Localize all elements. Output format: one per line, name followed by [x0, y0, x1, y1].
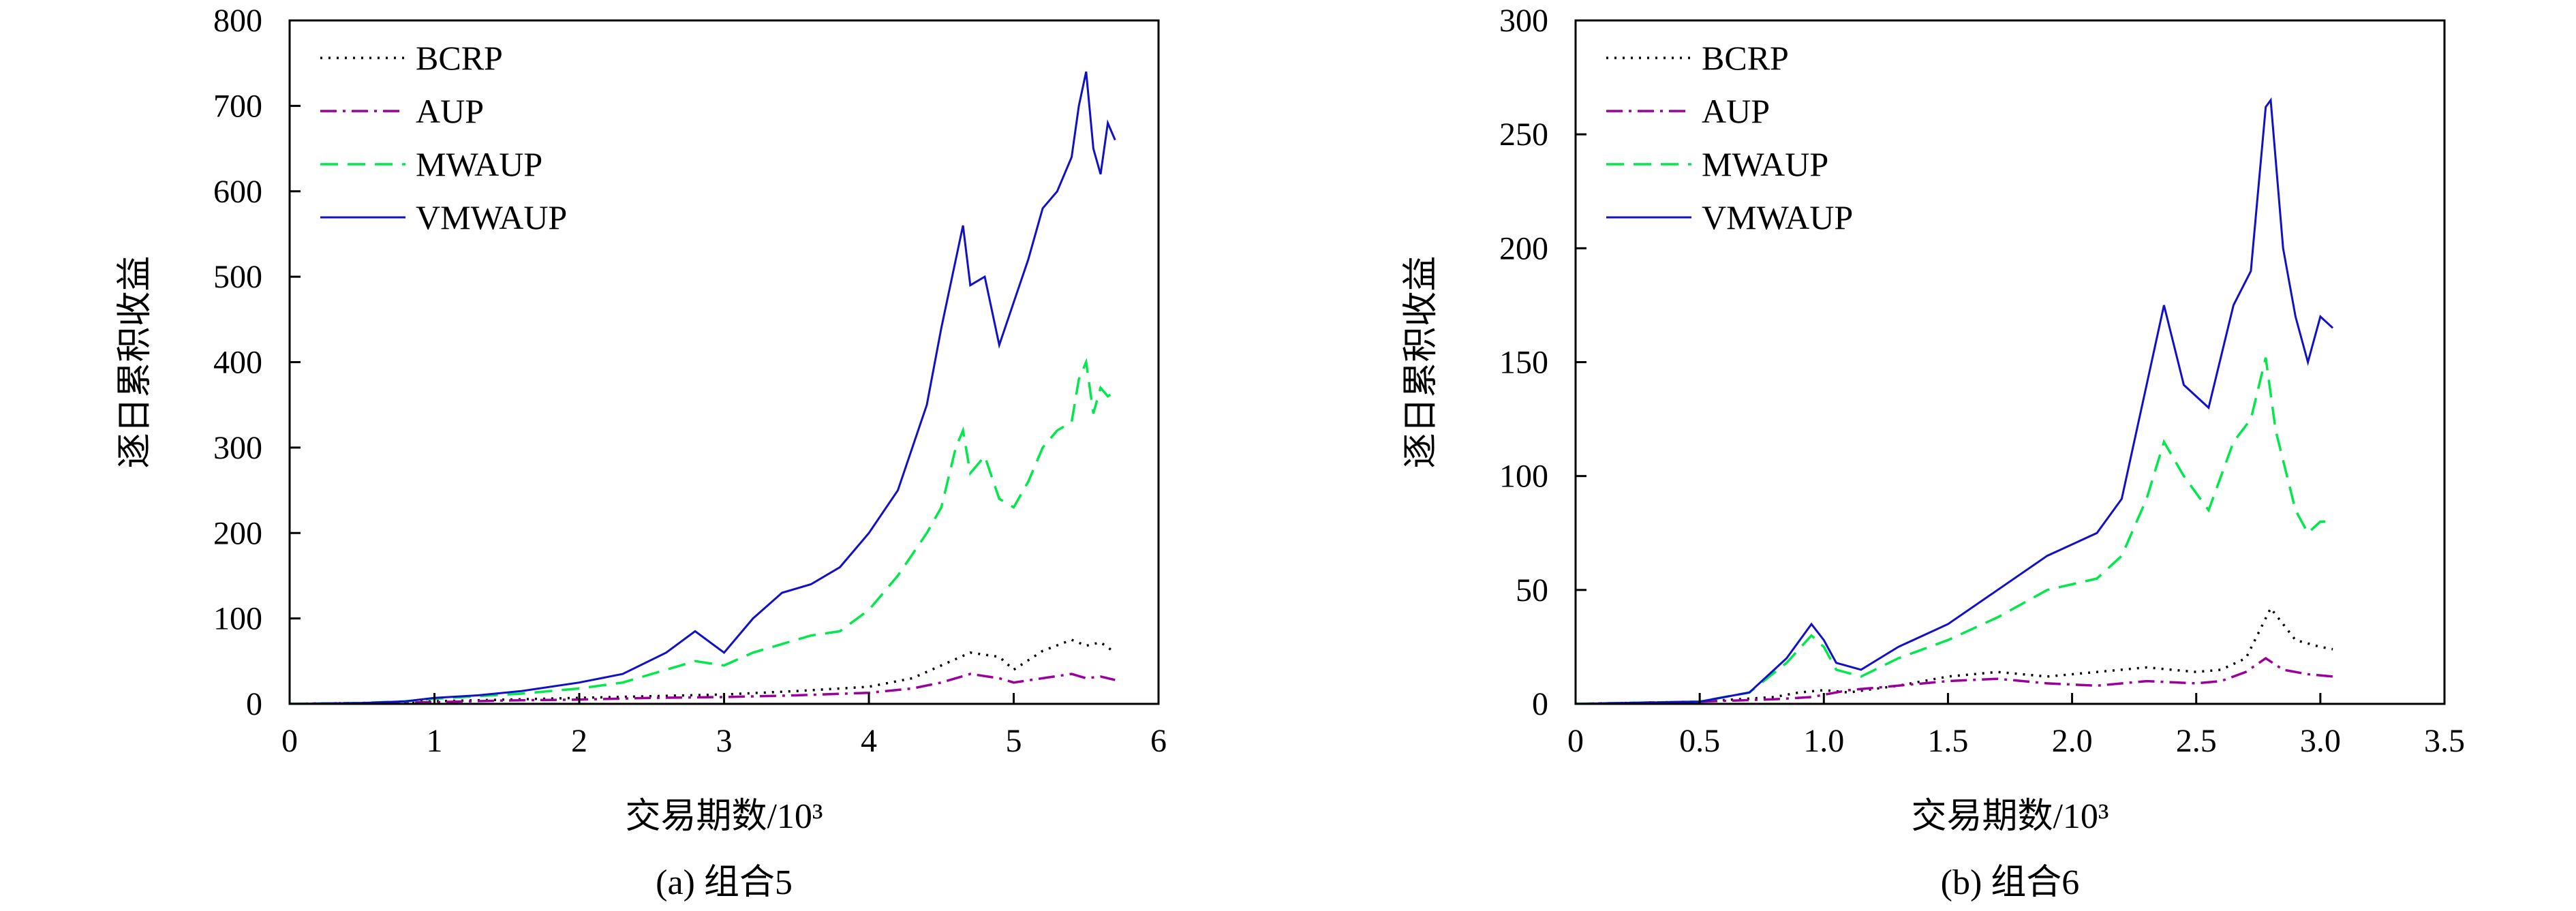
series-line-aup: [1576, 656, 2333, 704]
legend-label-mwaup: MWAUP: [416, 145, 542, 183]
legend-label-bcrp: BCRP: [416, 39, 503, 77]
x-tick-label: 0.5: [1679, 723, 1720, 759]
x-tick-label: 3.0: [2300, 723, 2341, 759]
legend-label-mwaup: MWAUP: [1702, 145, 1828, 183]
series-line-bcrp: [1576, 606, 2333, 704]
x-tick-label: 1: [427, 723, 443, 759]
y-axis-label: 逐日累积收益: [116, 256, 155, 468]
series-line-mwaup: [290, 358, 1116, 704]
y-tick-label: 300: [1499, 3, 1548, 39]
y-tick-label: 100: [213, 601, 262, 637]
x-tick-label: 2.5: [2176, 723, 2217, 759]
x-axis-label: 交易期数/10³: [625, 797, 823, 836]
y-tick-label: 200: [1499, 230, 1548, 266]
legend-label-vmwaup: VMWAUP: [416, 198, 567, 236]
series-line-vmwaup: [1576, 97, 2334, 704]
y-tick-label: 600: [213, 174, 262, 210]
x-tick-label: 2.0: [2052, 723, 2093, 759]
x-axis-label: 交易期数/10³: [1911, 797, 2109, 836]
y-tick-label: 150: [1499, 345, 1548, 381]
legend-label-aup: AUP: [416, 92, 484, 130]
series-line-bcrp: [290, 638, 1116, 704]
y-tick-label: 800: [213, 3, 262, 39]
chart-panel-2: 0 0.5 1.0 1.5 2.0 2.5 3.0 3.5 0 50 100 150 200 250 300…: [1402, 3, 2465, 902]
y-tick-label: 250: [1499, 117, 1548, 153]
x-tick-label: 5: [1006, 723, 1022, 759]
y-axis-label: 逐日累积收益: [1402, 256, 1441, 468]
legend-label-bcrp: BCRP: [1702, 39, 1789, 77]
x-tick-label: 6: [1150, 723, 1167, 759]
chart-caption: (b) 组合6: [1941, 863, 2080, 902]
x-tick-label: 1.5: [1927, 723, 1968, 759]
chart-panel-1: 0 1 2 3 4 5 6 0 100 200 300 400 500 600 700 800 交易期数/10³…: [116, 3, 1167, 902]
x-tick-label: 0: [281, 723, 298, 759]
y-tick-label: 50: [1516, 572, 1548, 608]
y-tick-label: 100: [1499, 459, 1548, 495]
x-tick-label: 2: [571, 723, 587, 759]
legend-label-aup: AUP: [1702, 92, 1770, 130]
series-line-aup: [290, 673, 1116, 704]
y-tick-label: 0: [246, 686, 262, 722]
y-tick-label: 500: [213, 259, 262, 295]
y-tick-label: 0: [1532, 686, 1548, 722]
x-tick-label: 1.0: [1803, 723, 1844, 759]
x-tick-label: 4: [861, 723, 877, 759]
x-tick-label: 3: [716, 723, 733, 759]
y-tick-label: 700: [213, 88, 262, 124]
chart-caption: (a) 组合5: [656, 863, 793, 902]
legend-label-vmwaup: VMWAUP: [1702, 198, 1853, 236]
y-tick-label: 200: [213, 515, 262, 551]
y-tick-label: 400: [213, 345, 262, 381]
y-tick-label: 300: [213, 430, 262, 466]
series-line-vmwaup: [290, 71, 1116, 704]
x-tick-label: 0: [1567, 723, 1584, 759]
series-line-mwaup: [1576, 357, 2333, 704]
x-tick-label: 3.5: [2424, 723, 2465, 759]
